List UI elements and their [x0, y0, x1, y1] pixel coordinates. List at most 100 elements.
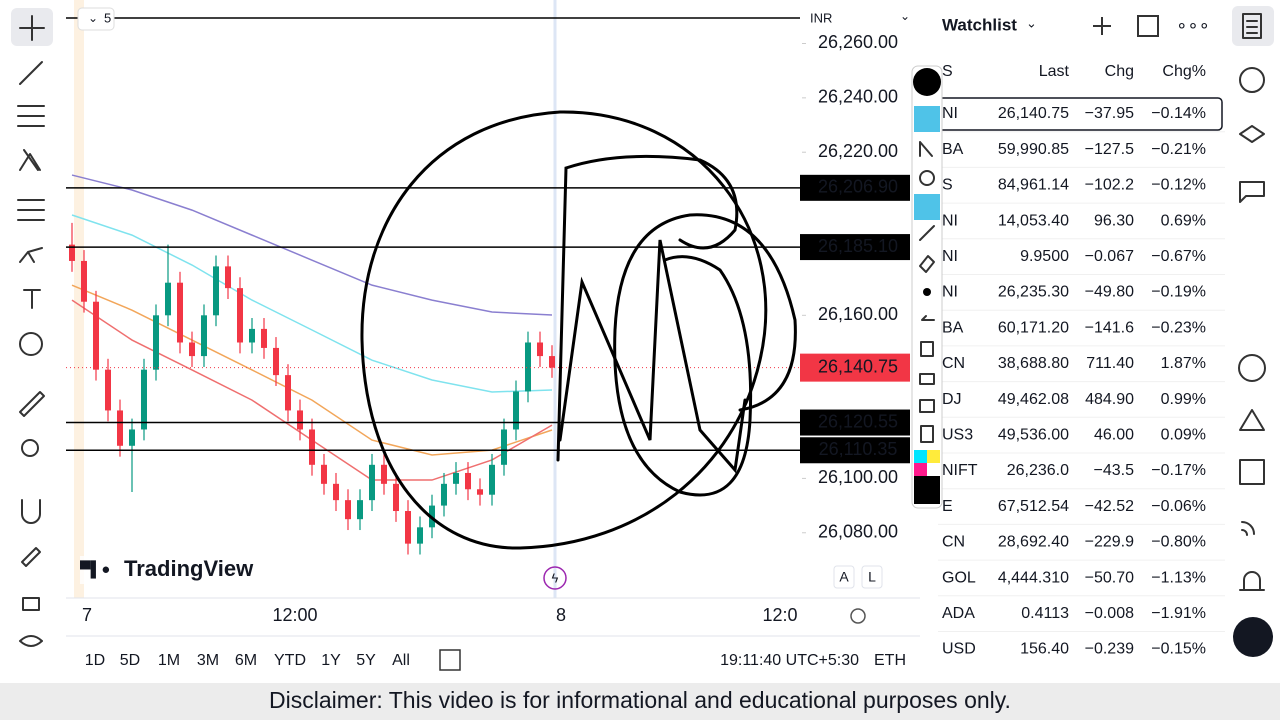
watchlist-cell[interactable]: −50.70 [1085, 569, 1134, 586]
range-button[interactable]: 1M [158, 652, 180, 669]
range-button[interactable]: 5Y [356, 652, 376, 669]
watchlist-symbol[interactable]: NIFT [942, 462, 978, 479]
watchlist-cell[interactable]: 26,235.30 [998, 284, 1069, 301]
watchlist-cell[interactable]: 26,236.0 [1007, 462, 1069, 479]
settings[interactable] [850, 608, 866, 624]
watchlist-cell[interactable]: −0.67% [1151, 248, 1206, 265]
session[interactable]: ETH [874, 652, 906, 669]
watchlist-cell[interactable]: −1.91% [1151, 605, 1206, 622]
watchlist-cell[interactable]: −0.15% [1151, 641, 1206, 658]
watchlist-cell[interactable]: 67,512.54 [998, 498, 1069, 515]
watchlist-cell[interactable]: 4,444.310 [998, 569, 1069, 586]
watchlist-symbol[interactable]: NI [942, 105, 958, 122]
watchlist-cell[interactable]: 0.99% [1161, 391, 1206, 408]
watchlist-symbol[interactable]: NI [942, 248, 958, 265]
level-label: 26,120.55 [818, 411, 898, 431]
watchlist-cell[interactable]: 484.90 [1085, 391, 1134, 408]
range-button[interactable]: 3M [197, 652, 219, 669]
candle-body [297, 410, 303, 430]
watchlist-symbol[interactable]: ADA [942, 605, 975, 622]
watchlist-cell[interactable]: 49,462.08 [998, 391, 1069, 408]
watchlist-cell[interactable]: −0.06% [1151, 498, 1206, 515]
dot-tool[interactable] [923, 288, 931, 296]
watchlist-cell[interactable]: −1.13% [1151, 569, 1206, 586]
range-button[interactable]: 6M [235, 652, 257, 669]
range-button[interactable]: 1D [85, 652, 105, 669]
chevron: ⌄ [900, 9, 910, 23]
watchlist-symbol[interactable]: BA [942, 319, 964, 336]
range-button[interactable]: 1Y [321, 652, 341, 669]
watchlist-symbol[interactable]: USD [942, 641, 976, 658]
swatch[interactable] [927, 450, 940, 463]
marker-tool[interactable] [914, 194, 940, 220]
watchlist-cell[interactable]: 26,140.75 [998, 105, 1069, 122]
watchlist-symbol[interactable]: CN [942, 355, 965, 372]
watchlist-cell[interactable]: 711.40 [1086, 355, 1134, 372]
watchlist-cell[interactable]: −229.9 [1085, 534, 1134, 551]
watchlist-cell[interactable]: 0.4113 [1021, 605, 1069, 622]
y-tick-label: 26,160.00 [818, 304, 898, 324]
watchlist-cell[interactable]: −127.5 [1085, 141, 1134, 158]
watchlist-cell[interactable]: 0.69% [1161, 212, 1206, 229]
date-range-icon[interactable] [439, 649, 461, 671]
watchlist-cell[interactable]: −0.14% [1151, 105, 1206, 122]
apps[interactable] [1233, 617, 1273, 657]
watchlist-cell[interactable]: −0.12% [1151, 177, 1206, 194]
watchlist-cell[interactable]: 49,536.00 [998, 427, 1069, 444]
watchlist-symbol[interactable]: NI [942, 212, 958, 229]
layout-icon[interactable] [1137, 15, 1159, 37]
level-tag [800, 234, 910, 261]
watchlist-cell[interactable]: −0.21% [1151, 141, 1206, 158]
watchlist-cell[interactable]: 46.00 [1094, 427, 1134, 444]
watchlist-cell[interactable]: 96.30 [1094, 212, 1134, 229]
watchlist-symbol[interactable]: E [942, 498, 953, 515]
watchlist-symbol[interactable]: GOL [942, 569, 976, 586]
watchlist-cell[interactable]: 59,990.85 [998, 141, 1069, 158]
pen-icon[interactable] [913, 68, 941, 96]
indicator-toggle[interactable] [77, 7, 115, 31]
swatch[interactable] [914, 450, 927, 463]
watchlist-cell[interactable]: 84,961.14 [998, 177, 1069, 194]
watchlist-symbol[interactable]: DJ [942, 391, 962, 408]
watchlist-cell[interactable]: −0.067 [1085, 248, 1134, 265]
auto-scale[interactable] [833, 565, 855, 589]
watchlist-cell[interactable]: −0.23% [1151, 319, 1206, 336]
swatch[interactable] [914, 476, 940, 504]
watchlist-cell[interactable]: −141.6 [1085, 319, 1134, 336]
watchlist-cell[interactable]: −0.17% [1151, 462, 1206, 479]
watchlist-title[interactable]: Watchlist [942, 15, 1017, 34]
log-scale[interactable] [861, 565, 883, 589]
watchlist-cell[interactable]: 156.40 [1020, 641, 1069, 658]
candle-body [225, 266, 231, 289]
watchlist-cell[interactable]: 28,692.40 [998, 534, 1069, 551]
watchlist-cell[interactable]: 14,053.40 [998, 212, 1069, 229]
watchlist-symbol[interactable]: US3 [942, 427, 973, 444]
watchlist-symbol[interactable]: NI [942, 284, 958, 301]
watchlist-cell[interactable]: −0.008 [1085, 605, 1134, 622]
watchlist-cell[interactable]: 9.9500 [1020, 248, 1069, 265]
watchlist-cell[interactable]: 38,688.80 [998, 355, 1069, 372]
watchlist-cell[interactable]: −0.19% [1151, 284, 1206, 301]
watchlist-cell[interactable]: −42.52 [1085, 498, 1134, 515]
watchlist-cell[interactable]: −0.239 [1085, 641, 1134, 658]
eye-tool[interactable] [914, 106, 940, 132]
watchlist-symbol[interactable]: CN [942, 534, 965, 551]
range-button[interactable]: All [392, 652, 410, 669]
watchlist-cell[interactable]: 0.09% [1161, 427, 1206, 444]
watchlist-cell[interactable]: 1.87% [1161, 355, 1206, 372]
currency-select[interactable] [806, 6, 914, 30]
swatch[interactable] [914, 463, 927, 476]
watchlist-cell[interactable]: −49.80 [1085, 284, 1134, 301]
more-icon[interactable]: ∘∘∘ [1176, 15, 1210, 35]
watchlist-cell[interactable]: −37.95 [1085, 105, 1134, 122]
replay-icon[interactable] [543, 566, 567, 590]
range-button[interactable]: YTD [274, 652, 306, 669]
watchlist-cell[interactable]: 60,171.20 [998, 319, 1069, 336]
watchlist-cell[interactable]: −0.80% [1151, 534, 1206, 551]
add-icon[interactable] [1093, 17, 1111, 35]
watchlist-symbol[interactable]: BA [942, 141, 964, 158]
watchlist-symbol[interactable]: S [942, 177, 953, 194]
range-button[interactable]: 5D [120, 652, 140, 669]
watchlist-cell[interactable]: −43.5 [1094, 462, 1135, 479]
watchlist-cell[interactable]: −102.2 [1085, 177, 1134, 194]
